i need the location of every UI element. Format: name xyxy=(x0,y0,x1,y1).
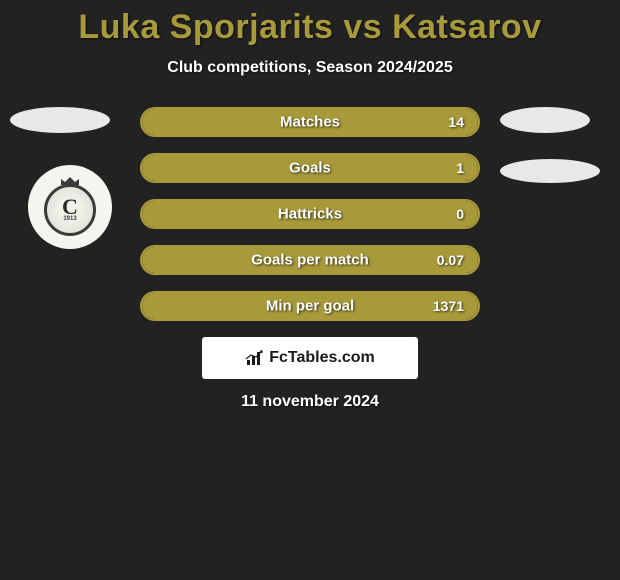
badge-letter: C xyxy=(62,198,78,216)
page-title: Luka Sporjarits vs Katsarov xyxy=(0,8,620,47)
stat-value: 1 xyxy=(456,160,464,176)
stat-row-hattricks: Hattricks 0 xyxy=(140,199,480,229)
stat-label: Hattricks xyxy=(142,206,478,223)
stat-label: Min per goal xyxy=(142,298,478,315)
stat-bars: Matches 14 Goals 1 Hattricks 0 Goals per… xyxy=(140,107,480,321)
player-oval-left xyxy=(10,107,110,133)
player-oval-right-1 xyxy=(500,107,590,133)
club-badge-inner: C 1913 xyxy=(41,178,99,236)
chart-icon xyxy=(245,350,265,366)
stat-value: 1371 xyxy=(433,298,464,314)
stat-value: 14 xyxy=(448,114,464,130)
stat-label: Goals per match xyxy=(142,252,478,269)
stat-row-min-per-goal: Min per goal 1371 xyxy=(140,291,480,321)
site-badge[interactable]: FcTables.com xyxy=(202,337,418,379)
comparison-card: Luka Sporjarits vs Katsarov Club competi… xyxy=(0,0,620,411)
left-player-column xyxy=(10,107,110,159)
stat-row-goals: Goals 1 xyxy=(140,153,480,183)
badge-circle: C 1913 xyxy=(44,184,96,236)
stat-label: Goals xyxy=(142,160,478,177)
stat-label: Matches xyxy=(142,114,478,131)
date-text: 11 november 2024 xyxy=(0,393,620,411)
stat-row-goals-per-match: Goals per match 0.07 xyxy=(140,245,480,275)
stats-area: C 1913 Matches 14 Goals 1 Hattricks xyxy=(0,107,620,411)
stat-row-matches: Matches 14 xyxy=(140,107,480,137)
subtitle: Club competitions, Season 2024/2025 xyxy=(0,59,620,77)
stat-value: 0.07 xyxy=(437,252,464,268)
right-player-column xyxy=(500,107,600,209)
stat-value: 0 xyxy=(456,206,464,222)
club-badge: C 1913 xyxy=(28,165,112,249)
badge-year: 1913 xyxy=(63,216,76,222)
site-label: FcTables.com xyxy=(269,349,375,367)
player-oval-right-2 xyxy=(500,159,600,183)
